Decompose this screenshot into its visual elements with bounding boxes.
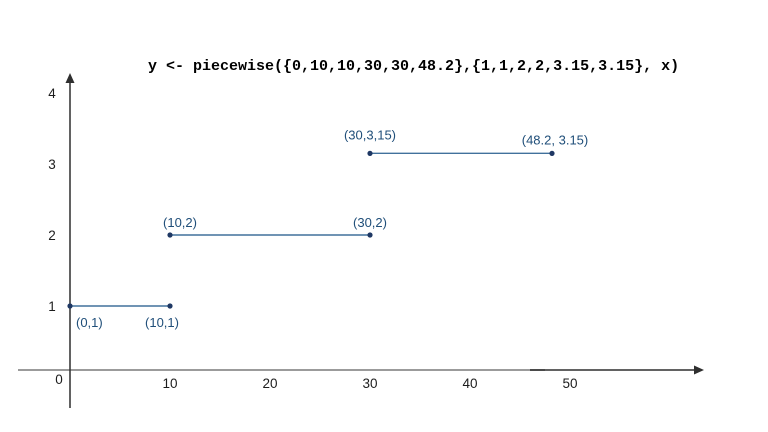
- y-tick-label: 2: [48, 228, 56, 243]
- origin-tick-label: 0: [55, 372, 63, 387]
- data-point-label: (0,1): [76, 315, 103, 330]
- x-tick-label: 40: [462, 376, 477, 391]
- data-point-label: (30,3,15): [344, 127, 396, 142]
- data-point-label: (10,2): [163, 215, 197, 230]
- x-tick-label: 50: [562, 376, 577, 391]
- y-tick-label: 3: [48, 157, 56, 172]
- data-point-dot: [167, 232, 173, 238]
- plot-title: y <- piecewise({0,10,10,30,30,48.2},{1,1…: [148, 58, 680, 75]
- x-axis-arrow-icon: [694, 365, 704, 375]
- y-tick-label: 1: [48, 299, 56, 314]
- data-point-dot: [167, 303, 173, 309]
- data-point-dot: [67, 303, 73, 309]
- data-point-dot: [549, 150, 555, 156]
- x-tick-label: 10: [162, 376, 177, 391]
- x-tick-label: 20: [262, 376, 277, 391]
- data-point-label: (48.2, 3.15): [522, 132, 589, 147]
- data-point-label: (10,1): [145, 315, 179, 330]
- x-tick-label: 30: [362, 376, 377, 391]
- data-point-dot: [367, 232, 373, 238]
- y-tick-label: 4: [48, 86, 56, 101]
- data-point-label: (30,2): [353, 215, 387, 230]
- data-point-dot: [367, 150, 373, 156]
- y-axis-arrow-icon: [65, 73, 75, 83]
